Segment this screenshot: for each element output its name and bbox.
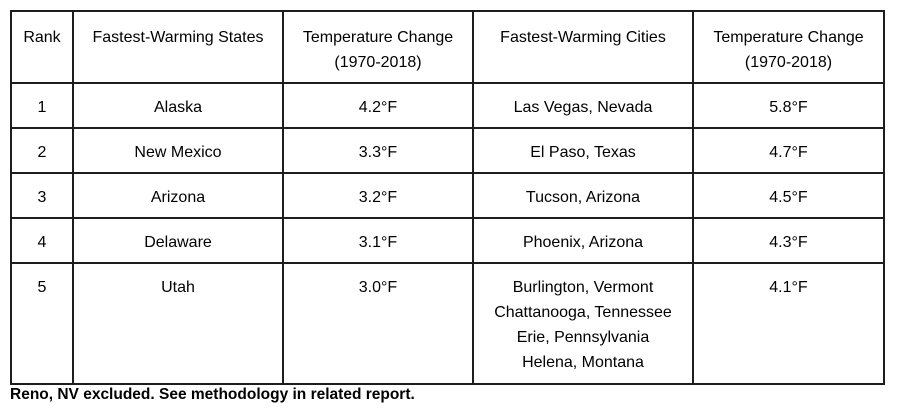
cell-state: Alaska xyxy=(72,82,284,129)
cell-city: El Paso, Texas xyxy=(472,127,694,174)
cell-city: Tucson, Arizona xyxy=(472,172,694,219)
table-header-row: Rank Fastest-Warming States Temperature … xyxy=(10,10,885,84)
cell-city-list: Burlington, Vermont Chattanooga, Tenness… xyxy=(472,262,694,385)
cell-state-temp: 3.1°F xyxy=(282,217,474,264)
cell-state-temp: 4.2°F xyxy=(282,82,474,129)
cell-state-temp: 3.2°F xyxy=(282,172,474,219)
table-row: 5 Utah 3.0°F Burlington, Vermont Chattan… xyxy=(10,262,885,385)
cell-city-temp: 4.1°F xyxy=(692,262,885,385)
header-cell-states: Fastest-Warming States xyxy=(72,10,284,84)
cell-rank: 3 xyxy=(10,172,74,219)
header-cell-cities: Fastest-Warming Cities xyxy=(472,10,694,84)
cell-rank: 1 xyxy=(10,82,74,129)
cell-city-temp: 4.3°F xyxy=(692,217,885,264)
cell-rank: 4 xyxy=(10,217,74,264)
fastest-warming-table: Rank Fastest-Warming States Temperature … xyxy=(10,10,885,385)
cell-state: Delaware xyxy=(72,217,284,264)
cell-city: Las Vegas, Nevada xyxy=(472,82,694,129)
cell-rank: 5 xyxy=(10,262,74,385)
table-row: 2 New Mexico 3.3°F El Paso, Texas 4.7°F xyxy=(10,127,885,174)
cell-city-temp: 4.5°F xyxy=(692,172,885,219)
cell-city-temp: 4.7°F xyxy=(692,127,885,174)
cell-rank: 2 xyxy=(10,127,74,174)
cell-state: New Mexico xyxy=(72,127,284,174)
cell-state-temp: 3.3°F xyxy=(282,127,474,174)
footnote: Reno, NV excluded. See methodology in re… xyxy=(10,386,415,403)
table-row: 3 Arizona 3.2°F Tucson, Arizona 4.5°F xyxy=(10,172,885,219)
cell-city-temp: 5.8°F xyxy=(692,82,885,129)
table-row: 1 Alaska 4.2°F Las Vegas, Nevada 5.8°F xyxy=(10,82,885,129)
cell-state: Utah xyxy=(72,262,284,385)
header-cell-state-temp-change: Temperature Change (1970-2018) xyxy=(282,10,474,84)
cell-state: Arizona xyxy=(72,172,284,219)
header-cell-city-temp-change: Temperature Change (1970-2018) xyxy=(692,10,885,84)
cell-state-temp: 3.0°F xyxy=(282,262,474,385)
header-cell-rank: Rank xyxy=(10,10,74,84)
table-row: 4 Delaware 3.1°F Phoenix, Arizona 4.3°F xyxy=(10,217,885,264)
cell-city: Phoenix, Arizona xyxy=(472,217,694,264)
